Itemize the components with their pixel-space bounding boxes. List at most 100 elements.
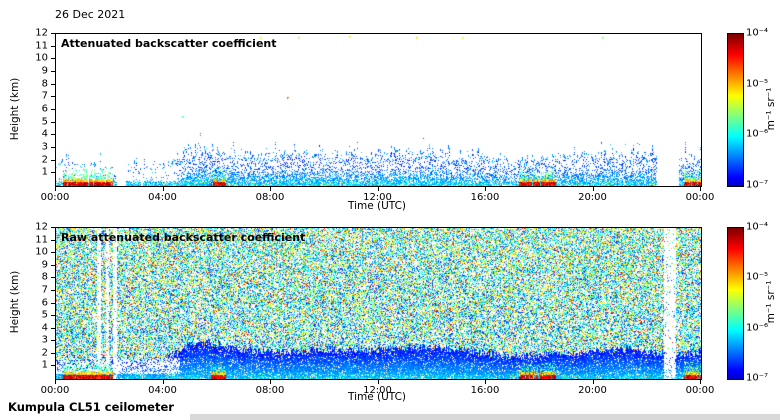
x-tickmark — [700, 380, 701, 384]
x-tick-label: 04:00 — [148, 192, 177, 203]
x-tickmark — [377, 187, 379, 191]
x-tick-label: 08:00 — [255, 385, 285, 396]
y-tick-label: 7 — [41, 284, 48, 296]
panel2-xlabel: Time (UTC) — [347, 391, 407, 403]
x-tickmark — [485, 380, 486, 384]
panel1-ylabel: Height (km) — [9, 77, 21, 141]
x-tickmark — [700, 187, 701, 191]
colorbar2-unit-label: m⁻¹ sr⁻¹ — [765, 280, 777, 324]
horizontal-scrollbar-track[interactable] — [190, 414, 780, 420]
colorbar1-unit-label: m⁻¹ sr⁻¹ — [765, 87, 777, 131]
colorbar-1 — [727, 33, 744, 187]
x-tick-label: 16:00 — [470, 385, 500, 396]
y-tick-label: 9 — [41, 65, 48, 77]
y-tickmark — [51, 58, 55, 60]
y-tickmark — [51, 121, 55, 123]
x-tick-label: 08:00 — [255, 192, 285, 203]
x-tick-label: 04:00 — [148, 385, 177, 396]
y-tickmark — [51, 33, 55, 34]
colorbar-2 — [727, 227, 744, 380]
y-tickmark — [51, 289, 55, 291]
y-tickmark — [51, 159, 55, 161]
colorbar-tick-label: 10⁻⁴ — [746, 27, 769, 39]
colorbar-tick-label: 10⁻⁶ — [746, 128, 769, 140]
y-tick-label: 5 — [41, 309, 48, 321]
panel2-title: Raw attenuated backscatter coefficient — [61, 231, 306, 244]
x-tick-label: 00:00 — [40, 192, 70, 203]
x-tick-label: 16:00 — [470, 192, 500, 203]
y-tick-label: 4 — [41, 128, 48, 140]
x-tickmark — [270, 380, 271, 384]
x-tick-label: 00:00 — [40, 385, 70, 396]
y-tickmark — [51, 147, 55, 148]
y-tick-label: 7 — [41, 90, 48, 102]
y-tickmark — [51, 45, 55, 47]
x-tickmark — [162, 187, 164, 191]
x-tickmark — [55, 187, 56, 191]
y-tickmark — [51, 252, 55, 254]
y-tickmark — [51, 96, 55, 98]
y-tick-label: 3 — [41, 334, 48, 346]
x-tick-label: 20:00 — [578, 192, 607, 203]
colorbar-tick-label: 10⁻⁷ — [746, 179, 769, 191]
raw-attenuated-backscatter-heatmap — [55, 227, 702, 380]
y-tick-label: 6 — [41, 297, 48, 308]
x-tick-label: 12:00 — [363, 192, 392, 203]
y-tickmark — [51, 239, 55, 241]
x-tick-label: 20:00 — [578, 385, 607, 396]
y-tick-label: 2 — [41, 347, 48, 359]
y-tickmark — [51, 277, 55, 279]
panel2-ylabel: Height (km) — [9, 270, 21, 334]
colorbar-tick-label: 10⁻⁶ — [746, 322, 769, 334]
x-tick-label: 12:00 — [363, 385, 392, 396]
y-tick-label: 12 — [35, 27, 48, 39]
panel1-xlabel: Time (UTC) — [347, 200, 407, 212]
y-tick-label: 11 — [35, 40, 48, 52]
x-tick-label: 00:00 — [685, 385, 715, 396]
y-tick-label: 12 — [35, 221, 48, 233]
y-tickmark — [51, 302, 55, 304]
y-tick-label: 4 — [41, 322, 48, 334]
y-tick-label: 1 — [41, 359, 48, 371]
y-tickmark — [51, 71, 55, 72]
y-tick-label: 1 — [41, 166, 48, 178]
y-tick-label: 8 — [41, 271, 48, 283]
y-tickmark — [51, 365, 55, 367]
y-tick-label: 8 — [41, 78, 48, 90]
x-tickmark — [377, 380, 379, 384]
y-tickmark — [51, 264, 55, 266]
y-tickmark — [51, 227, 55, 228]
date-label: 26 Dec 2021 — [55, 8, 126, 21]
x-tickmark — [592, 187, 594, 191]
y-tick-label: 10 — [35, 52, 48, 64]
y-tickmark — [51, 327, 55, 329]
colorbar-tick-label: 10⁻⁵ — [746, 78, 769, 90]
colorbar-tick-label: 10⁻⁵ — [746, 271, 769, 283]
x-tick-label: 00:00 — [685, 192, 715, 203]
x-tickmark — [55, 380, 56, 384]
x-tickmark — [162, 380, 164, 384]
y-tick-label: 11 — [35, 234, 48, 246]
y-tick-label: 2 — [41, 154, 48, 166]
y-tickmark — [51, 172, 55, 174]
y-tick-label: 10 — [35, 246, 48, 258]
y-tick-label: 3 — [41, 141, 48, 153]
y-tick-label: 9 — [41, 259, 48, 271]
colorbar-tick-label: 10⁻⁷ — [746, 372, 769, 384]
y-tickmark — [51, 340, 55, 342]
x-tickmark — [270, 187, 271, 191]
y-tickmark — [51, 109, 55, 110]
x-tickmark — [592, 380, 594, 384]
panel1-title: Attenuated backscatter coefficient — [61, 37, 277, 50]
y-tickmark — [51, 352, 55, 354]
y-tickmark — [51, 315, 55, 317]
attenuated-backscatter-heatmap — [55, 33, 702, 187]
y-tick-label: 5 — [41, 116, 48, 128]
x-tickmark — [485, 187, 486, 191]
y-tickmark — [51, 134, 55, 136]
y-tickmark — [51, 83, 55, 85]
y-tick-label: 6 — [41, 103, 48, 115]
station-label: Kumpula CL51 ceilometer — [8, 400, 174, 414]
colorbar-tick-label: 10⁻⁴ — [746, 221, 769, 233]
